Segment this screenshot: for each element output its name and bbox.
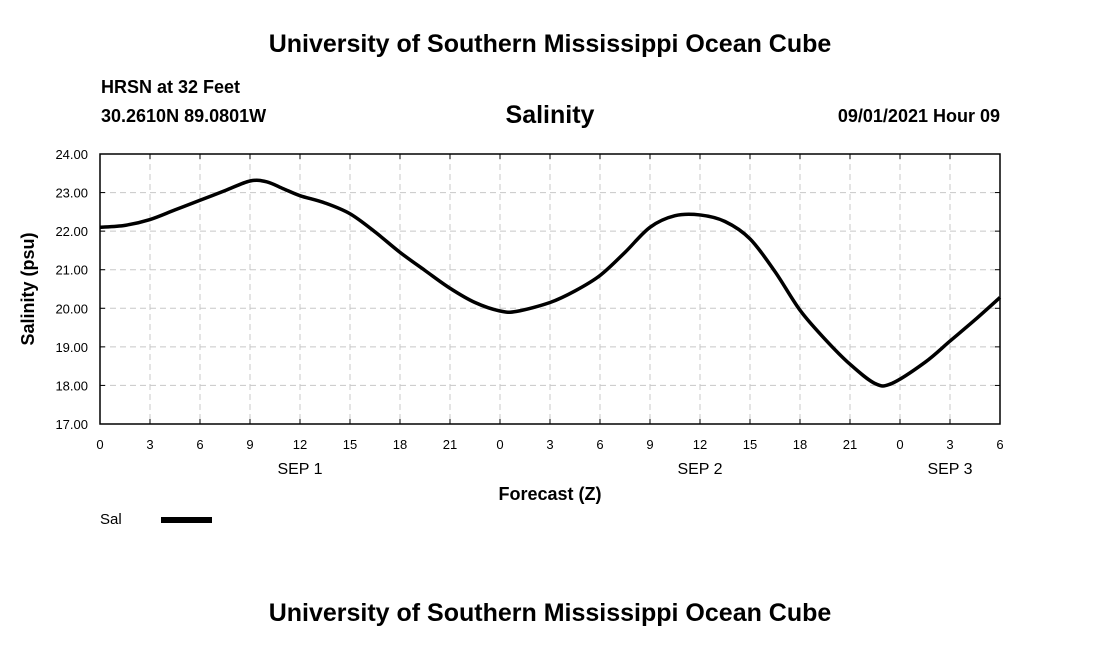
x-tick-label: 21 <box>843 437 857 452</box>
x-tick-label: 6 <box>996 437 1003 452</box>
series-line-sal <box>99 178 1002 388</box>
page-title: University of Southern Mississippi Ocean… <box>268 30 832 58</box>
x-day-label: SEP 3 <box>927 461 972 478</box>
y-axis-label: Salinity (psu) <box>18 232 38 345</box>
x-tick-label: 9 <box>246 437 253 452</box>
x-tick-label: 15 <box>343 437 357 452</box>
station-name: HRSN at 32 Feet <box>101 77 241 97</box>
x-tick-label: 0 <box>496 437 503 452</box>
y-tick-label: 20.00 <box>55 301 88 316</box>
y-tick-label: 24.00 <box>55 147 88 162</box>
x-day-label: SEP 1 <box>277 461 322 478</box>
station-coordinates: 30.2610N 89.0801W <box>101 106 267 126</box>
x-tick-label: 18 <box>793 437 807 452</box>
x-tick-label: 12 <box>693 437 707 452</box>
y-tick-label: 17.00 <box>55 417 88 432</box>
y-tick-label: 21.00 <box>55 263 88 278</box>
x-tick-label: 6 <box>196 437 203 452</box>
x-tick-label: 3 <box>546 437 553 452</box>
x-day-label: SEP 2 <box>677 461 722 478</box>
x-tick-label: 0 <box>96 437 103 452</box>
x-tick-label: 6 <box>596 437 603 452</box>
legend-label: Sal <box>100 511 122 528</box>
x-tick-label: 12 <box>293 437 307 452</box>
variable-title: Salinity <box>505 101 595 129</box>
x-tick-label: 3 <box>946 437 953 452</box>
y-tick-label: 18.00 <box>55 378 88 393</box>
grid-lines <box>100 154 1000 424</box>
x-tick-label: 21 <box>443 437 457 452</box>
run-time: 09/01/2021 Hour 09 <box>837 106 1000 126</box>
x-tick-label: 3 <box>146 437 153 452</box>
y-tick-label: 23.00 <box>55 186 88 201</box>
x-tick-label: 18 <box>393 437 407 452</box>
y-tick-label: 19.00 <box>55 340 88 355</box>
x-tick-label: 9 <box>646 437 653 452</box>
y-tick-label: 22.00 <box>55 224 88 239</box>
x-tick-label: 0 <box>896 437 903 452</box>
x-axis-label: Forecast (Z) <box>498 484 601 504</box>
x-tick-label: 15 <box>743 437 757 452</box>
footer-title: University of Southern Mississippi Ocean… <box>268 599 832 627</box>
